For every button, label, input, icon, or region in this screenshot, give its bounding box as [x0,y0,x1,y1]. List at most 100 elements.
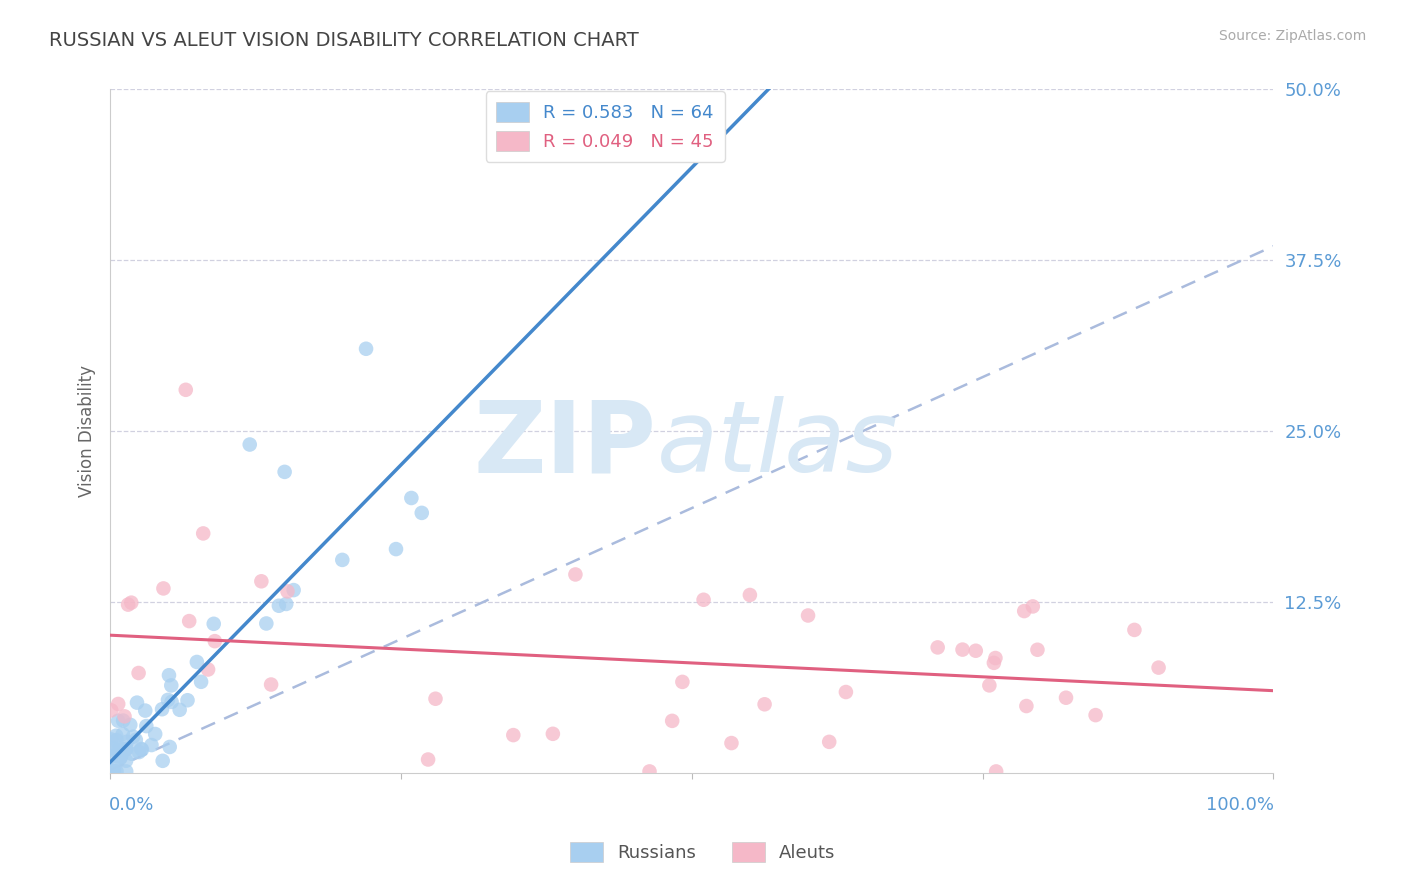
Point [100,764,122,778]
Point [103,764,125,779]
Y-axis label: Vision Disability: Vision Disability [79,365,96,497]
Point [125,696,148,710]
Point [250,574,273,589]
Text: Source: ZipAtlas.com: Source: ZipAtlas.com [1219,29,1367,43]
Point [502,728,524,742]
Point [738,588,761,602]
Point [1054,690,1077,705]
Point [114,709,136,723]
Point [276,584,298,599]
Point [110,741,132,756]
Point [1012,604,1035,618]
Point [128,665,150,680]
Point [107,697,129,711]
Point [1147,660,1170,674]
Point [120,596,142,610]
Point [239,437,262,451]
Point [103,764,125,779]
Point [100,764,122,779]
Point [150,702,173,716]
Point [425,691,447,706]
Point [952,642,974,657]
Point [254,616,277,631]
Point [117,598,139,612]
Text: RUSSIAN VS ALEUT VISION DISABILITY CORRELATION CHART: RUSSIAN VS ALEUT VISION DISABILITY CORRE… [49,31,638,50]
Point [835,685,858,699]
Point [411,506,433,520]
Point [564,567,586,582]
Point [122,730,145,744]
Point [156,693,179,707]
Point [152,582,174,596]
Point [1123,623,1146,637]
Point [100,703,122,717]
Point [101,764,124,779]
Point [101,764,124,779]
Point [110,750,132,764]
Point [276,597,298,611]
Point [159,739,181,754]
Point [1084,708,1107,723]
Point [984,764,1007,779]
Point [260,677,283,691]
Point [818,735,841,749]
Point [134,704,156,718]
Point [283,583,305,598]
Text: atlas: atlas [657,396,898,493]
Point [100,749,122,764]
Point [179,614,201,628]
Point [114,742,136,756]
Point [927,640,949,655]
Legend: Russians, Aleuts: Russians, Aleuts [564,835,842,870]
Point [160,678,183,692]
Point [107,714,129,728]
Point [1022,599,1045,614]
Point [720,736,742,750]
Point [267,599,290,613]
Point [115,754,138,768]
Point [112,714,135,728]
Point [107,743,129,757]
Point [671,674,693,689]
Point [190,674,212,689]
Point [100,732,122,747]
Point [115,735,138,749]
Point [157,668,180,682]
Point [754,698,776,712]
Point [638,764,661,779]
Point [105,764,128,779]
Point [115,741,138,756]
Point [160,695,183,709]
Point [103,764,125,779]
Point [983,656,1005,670]
Point [131,742,153,756]
Point [105,744,128,758]
Point [141,738,163,752]
Point [105,733,128,747]
Point [354,342,377,356]
Point [125,732,148,747]
Point [965,644,987,658]
Point [416,752,439,766]
Point [984,651,1007,665]
Point [197,663,219,677]
Point [174,383,197,397]
Point [103,764,125,779]
Point [692,592,714,607]
Point [131,742,153,756]
Point [105,729,128,743]
Point [385,542,408,557]
Point [1015,699,1038,714]
Point [661,714,683,728]
Point [103,759,125,773]
Legend: R = 0.583   N = 64, R = 0.049   N = 45: R = 0.583 N = 64, R = 0.049 N = 45 [485,91,724,161]
Point [193,526,215,541]
Point [202,616,225,631]
Point [135,719,157,733]
Point [541,727,564,741]
Point [169,703,191,717]
Text: 0.0%: 0.0% [110,797,155,814]
Point [101,741,124,756]
Point [204,634,226,648]
Point [186,655,208,669]
